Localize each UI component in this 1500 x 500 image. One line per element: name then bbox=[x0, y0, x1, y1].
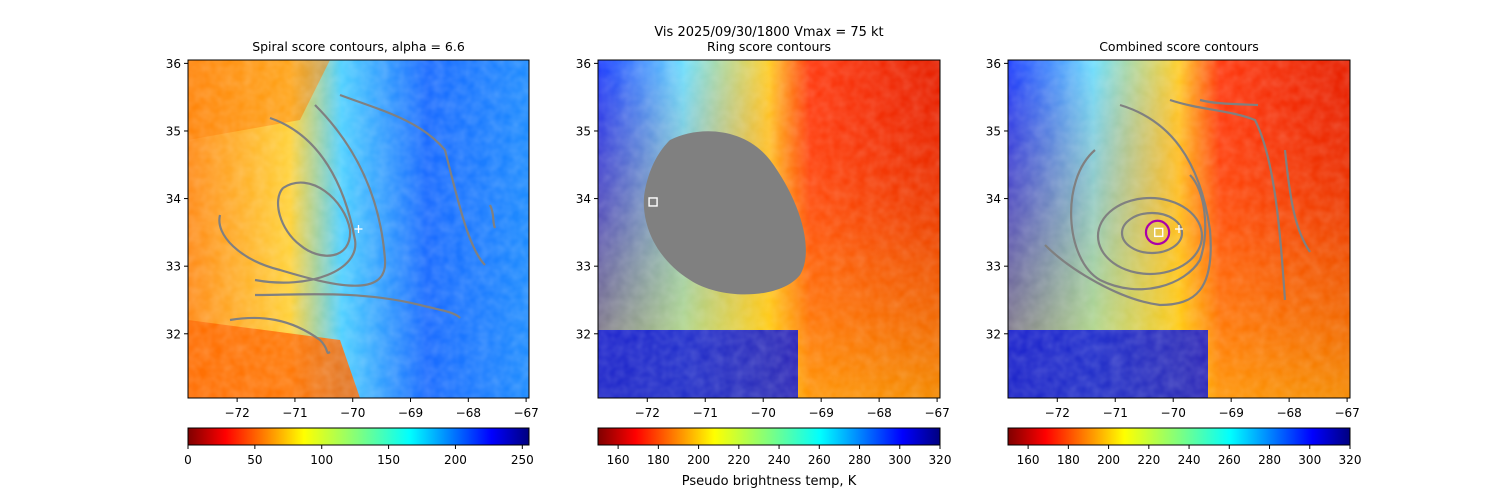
x-tick-label: −69 bbox=[398, 406, 423, 420]
center-plus-marker bbox=[1175, 225, 1183, 233]
colorbar-tick-label: 300 bbox=[1298, 453, 1321, 467]
colorbar-tick-label: 180 bbox=[647, 453, 670, 467]
axes-frame bbox=[187, 59, 530, 399]
y-tick-label: 34 bbox=[576, 192, 591, 206]
colorbar-tick-label: 250 bbox=[511, 453, 534, 467]
panel-title: Combined score contours bbox=[1099, 39, 1259, 54]
y-tick-label: 32 bbox=[166, 327, 181, 341]
colorbar-tick-label: 180 bbox=[1057, 453, 1080, 467]
y-tick-label: 35 bbox=[166, 124, 181, 138]
y-tick-label: 34 bbox=[986, 192, 1001, 206]
colorbar-tick-label: 50 bbox=[247, 453, 262, 467]
colorbar-tick-label: 200 bbox=[444, 453, 467, 467]
colorbar-tick-label: 300 bbox=[888, 453, 911, 467]
x-tick-label: −71 bbox=[693, 406, 718, 420]
colorbar-tick-label: 260 bbox=[808, 453, 831, 467]
colorbar-label: Pseudo brightness temp, K bbox=[682, 474, 857, 489]
x-tick-label: −67 bbox=[513, 406, 538, 420]
colorbar-tick-label: 150 bbox=[377, 453, 400, 467]
colorbar-tick-label: 160 bbox=[607, 453, 630, 467]
x-tick-label: −70 bbox=[340, 406, 365, 420]
colorbar-spiral bbox=[187, 427, 530, 446]
axes-frame bbox=[1007, 59, 1351, 399]
y-tick-label: 33 bbox=[576, 260, 591, 274]
y-tick-label: 32 bbox=[986, 327, 1001, 341]
x-tick-label: −72 bbox=[635, 406, 660, 420]
x-tick-label: −67 bbox=[924, 406, 949, 420]
x-tick-label: −69 bbox=[809, 406, 834, 420]
colorbar-tick-label: 200 bbox=[687, 453, 710, 467]
axes-overlay: Spiral score contours, alpha = 6.6 −72 −71… bbox=[166, 39, 1362, 467]
y-tick-label: 36 bbox=[986, 57, 1001, 71]
satellite-image-spiral bbox=[188, 60, 529, 398]
x-tick-label: −68 bbox=[1276, 406, 1301, 420]
x-tick-label: −67 bbox=[1334, 406, 1359, 420]
center-circle-marker bbox=[1144, 219, 1171, 246]
panel-ring bbox=[597, 59, 941, 399]
colorbar-tick-label: 320 bbox=[929, 453, 952, 467]
colorbar-ring bbox=[597, 427, 941, 446]
x-tick-label: −69 bbox=[1219, 406, 1244, 420]
y-tick-label: 36 bbox=[576, 57, 591, 71]
colorbar-tick-label: 260 bbox=[1218, 453, 1241, 467]
y-tick-label: 33 bbox=[166, 260, 181, 274]
ring-mask-region bbox=[643, 131, 806, 295]
colorbar-combined bbox=[1007, 427, 1351, 446]
y-tick-label: 33 bbox=[986, 260, 1001, 274]
colorbar-tick-label: 280 bbox=[848, 453, 871, 467]
x-tick-label: −72 bbox=[224, 406, 249, 420]
x-tick-label: −71 bbox=[282, 406, 307, 420]
satellite-image-ring bbox=[598, 60, 940, 398]
colorbar-tick-label: 240 bbox=[1178, 453, 1201, 467]
colorbar-tick-label: 200 bbox=[1097, 453, 1120, 467]
x-tick-label: −72 bbox=[1045, 406, 1070, 420]
combined-contours bbox=[1044, 98, 1311, 307]
panel-spiral bbox=[187, 59, 530, 399]
x-tick-label: −68 bbox=[456, 406, 481, 420]
x-tick-label: −71 bbox=[1103, 406, 1128, 420]
y-tick-label: 32 bbox=[576, 327, 591, 341]
colorbar-tick-label: 240 bbox=[768, 453, 791, 467]
y-tick-label: 34 bbox=[166, 192, 181, 206]
panel-title: Spiral score contours, alpha = 6.6 bbox=[252, 39, 465, 54]
spiral-contours bbox=[218, 93, 497, 354]
x-tick-label: −70 bbox=[751, 406, 776, 420]
x-tick-label: −68 bbox=[866, 406, 891, 420]
y-tick-label: 35 bbox=[576, 124, 591, 138]
y-tick-label: 36 bbox=[166, 57, 181, 71]
colorbar-tick-label: 220 bbox=[1137, 453, 1160, 467]
colorbar-tick-label: 320 bbox=[1339, 453, 1362, 467]
colorbar-tick-label: 100 bbox=[310, 453, 333, 467]
colorbar-tick-label: 280 bbox=[1258, 453, 1281, 467]
x-tick-label: −70 bbox=[1161, 406, 1186, 420]
axes-frame bbox=[597, 59, 941, 399]
panel-title: Ring score contours bbox=[707, 39, 831, 54]
center-plus-marker bbox=[354, 225, 363, 233]
y-tick-label: 35 bbox=[986, 124, 1001, 138]
center-square-marker bbox=[648, 197, 658, 207]
figure-title: Vis 2025/09/30/1800 Vmax = 75 kt bbox=[654, 25, 883, 40]
colorbar-tick-label: 220 bbox=[727, 453, 750, 467]
colorbar-tick-label: 0 bbox=[184, 453, 192, 467]
center-square-marker bbox=[1154, 227, 1164, 238]
colorbar-tick-label: 160 bbox=[1017, 453, 1040, 467]
